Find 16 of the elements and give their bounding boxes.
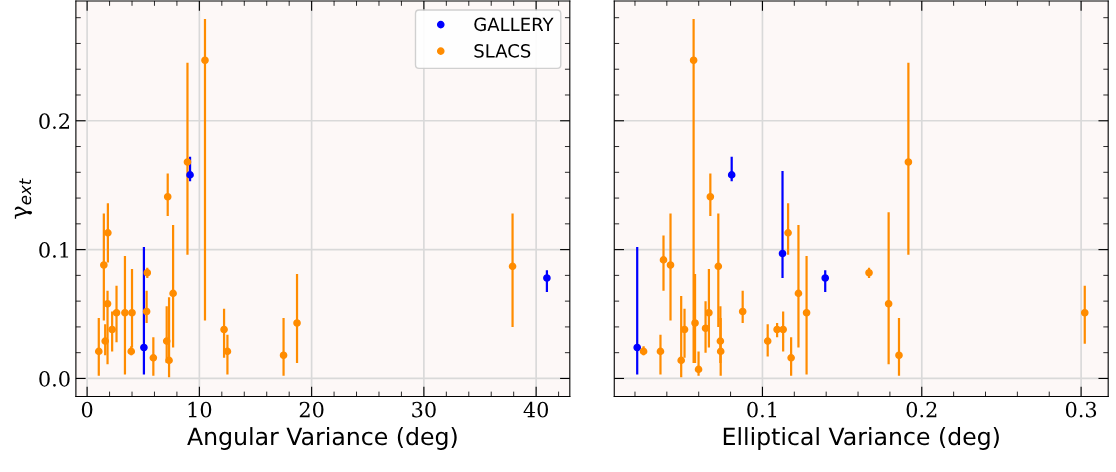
legend-label: GALLERY [474, 17, 554, 32]
y-tick-label: 0.0 [39, 370, 70, 387]
x-tick-label: 20 [299, 401, 324, 418]
x-tick-label: 10 [188, 401, 212, 418]
x-tick-label: 30 [412, 401, 436, 418]
y-tick-label: 0.2 [39, 113, 69, 129]
x-tick-label: 0.3 [1065, 401, 1097, 418]
x-tick-label: 0.1 [747, 401, 777, 418]
x-axis-title: Angular Variance (deg) [187, 427, 457, 450]
x-axis-title: Elliptical Variance (deg) [723, 427, 999, 450]
x-tick-label: 40 [523, 401, 549, 418]
y-axis-title: γ$_{ext}$ [14, 178, 33, 219]
legend-label: SLACS [474, 44, 531, 58]
y-tick-label: 0.1 [39, 242, 69, 258]
x-tick-label: 0.2 [906, 401, 937, 418]
x-tick-label: 0 [81, 401, 93, 418]
